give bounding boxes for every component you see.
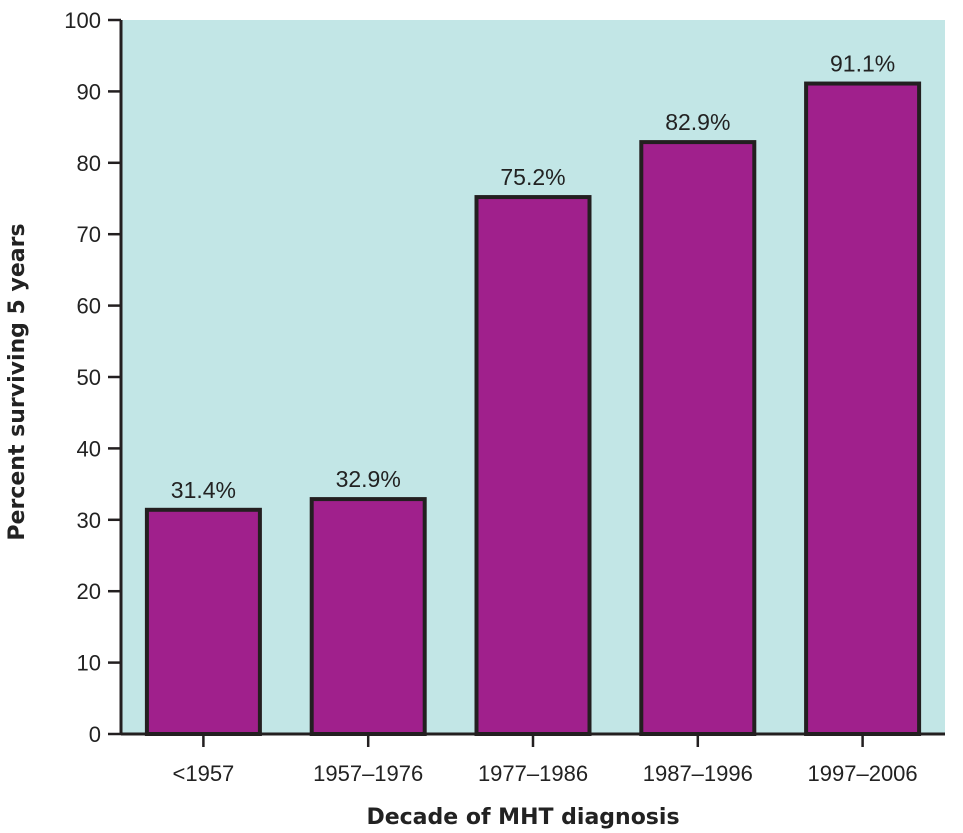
bar-value-label: 32.9% (336, 466, 401, 492)
y-tick-label: 70 (77, 222, 101, 247)
bar (474, 195, 592, 736)
x-tick-label: 1997–2006 (808, 761, 918, 786)
x-axis-title: Decade of MHT diagnosis (366, 805, 679, 830)
bars-group: 31.4% 32.9% 75.2% 82.9% 91.1% (144, 51, 922, 736)
y-axis: 0 10 20 30 40 50 60 70 80 90 100 (64, 8, 123, 747)
y-tick-label: 60 (77, 294, 101, 319)
y-tick-label: 0 (89, 722, 101, 747)
y-tick-label: 90 (77, 79, 101, 104)
x-tick-label: 1957–1976 (313, 761, 423, 786)
bar (144, 507, 262, 736)
bar (639, 140, 757, 736)
x-tick-label: 1987–1996 (643, 761, 753, 786)
bar (309, 497, 427, 736)
bar (804, 81, 922, 736)
y-tick-label: 100 (64, 8, 101, 33)
y-axis-title: Percent surviving 5 years (5, 223, 30, 540)
x-axis: <1957 1957–1976 1977–1986 1987–1996 1997–200… (121, 732, 945, 786)
bar-value-label: 82.9% (665, 109, 730, 135)
bar-value-label: 75.2% (500, 164, 565, 190)
x-tick-label: <1957 (173, 761, 235, 786)
y-tick-label: 30 (77, 508, 101, 533)
x-tick-label: 1977–1986 (478, 761, 588, 786)
bar-value-label: 31.4% (171, 477, 236, 503)
y-tick-label: 80 (77, 151, 101, 176)
bar-value-label: 91.1% (830, 51, 895, 77)
y-tick-label: 50 (77, 365, 101, 390)
y-tick-label: 40 (77, 436, 101, 461)
y-tick-label: 20 (77, 579, 101, 604)
y-tick-label: 10 (77, 651, 101, 676)
